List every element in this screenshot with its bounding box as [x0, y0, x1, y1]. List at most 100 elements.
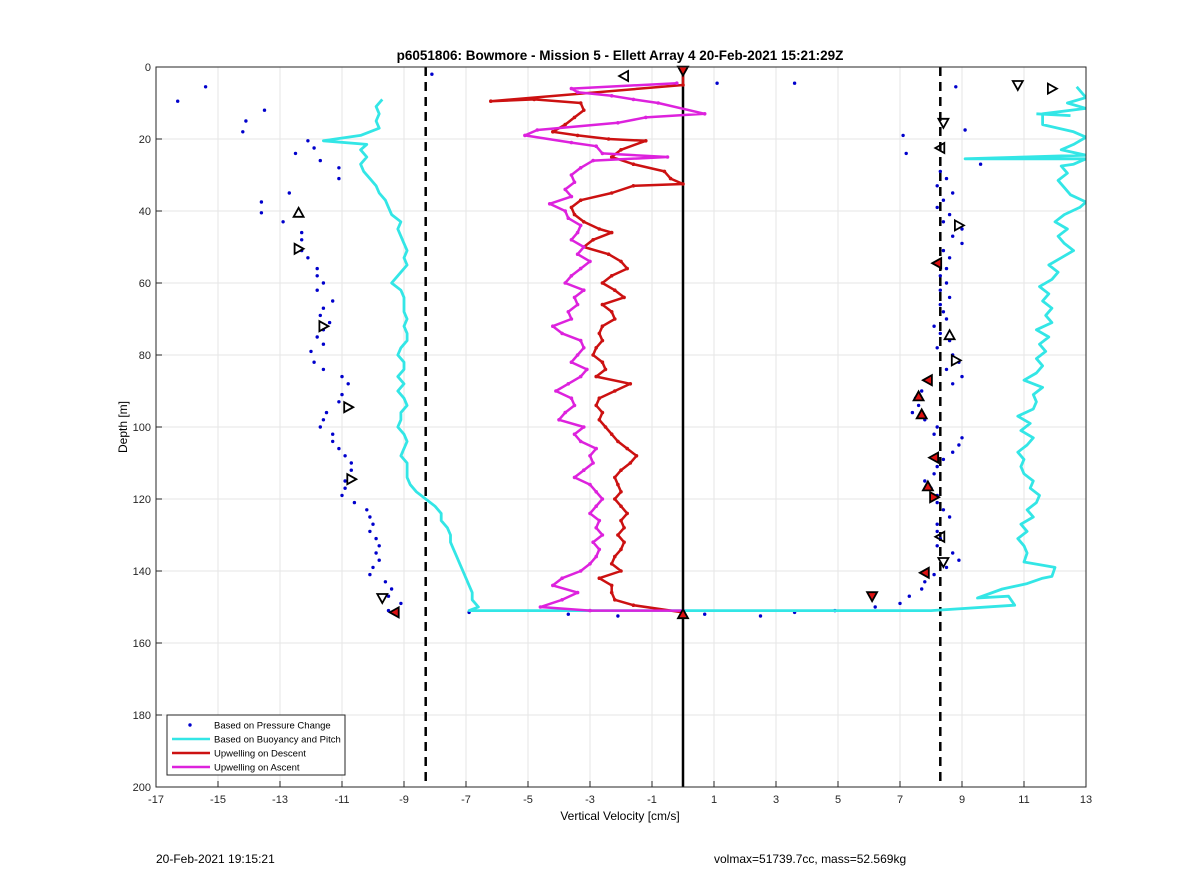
y-tick-label: 0: [145, 62, 151, 74]
pressure-change-point: [935, 522, 939, 526]
descent-upwelling-point: [578, 198, 583, 202]
descent-upwelling-point: [609, 562, 614, 566]
y-tick-label: 60: [139, 278, 151, 290]
pressure-change-point: [960, 436, 964, 440]
ascent-upwelling-point: [644, 115, 648, 120]
pressure-change-point: [935, 346, 939, 350]
pressure-change-point: [935, 205, 939, 210]
pressure-change-point: [944, 281, 949, 285]
descent-upwelling-point: [582, 108, 586, 112]
pressure-change-point: [349, 468, 353, 472]
descent-upwelling-point: [662, 169, 667, 174]
pressure-change-point: [616, 614, 620, 618]
ascent-upwelling-point: [702, 112, 707, 116]
y-tick-label: 120: [133, 494, 151, 506]
pressure-change-point: [374, 536, 378, 541]
ascent-upwelling-point: [600, 151, 605, 156]
pressure-change-point: [944, 367, 949, 372]
descent-upwelling-point: [619, 504, 623, 509]
ascent-upwelling-point: [582, 425, 586, 429]
pressure-change-point: [947, 515, 952, 519]
x-tick-label: 1: [711, 794, 717, 806]
pressure-change-point: [244, 119, 248, 123]
descent-upwelling-point: [619, 547, 623, 552]
pressure-change-point: [321, 342, 326, 346]
descent-upwelling-point: [591, 353, 595, 357]
y-tick-label: 140: [133, 566, 151, 578]
descent-upwelling-point: [613, 554, 617, 559]
descent-upwelling-point: [594, 346, 598, 350]
ascent-upwelling-point: [551, 583, 555, 588]
footer-timestamp: 20-Feb-2021 19:15:21: [156, 852, 275, 866]
x-tick-label: 9: [959, 794, 965, 806]
descent-upwelling-point: [600, 360, 605, 365]
descent-upwelling-point: [578, 101, 583, 105]
x-tick-label: -5: [523, 794, 533, 806]
x-tick-label: 5: [835, 794, 841, 806]
pressure-change-point: [923, 580, 927, 584]
descent-upwelling-point: [606, 137, 611, 141]
descent-upwelling-point: [594, 403, 598, 408]
triangle-markers: [292, 65, 1059, 620]
y-tick-label: 180: [133, 710, 151, 722]
ascent-upwelling-point: [560, 331, 564, 336]
pressure-change-point: [758, 614, 763, 618]
descent-upwelling-point: [600, 338, 605, 343]
ascent-upwelling-point: [572, 403, 577, 408]
pressure-change-point: [920, 587, 924, 591]
descent-upwelling-point: [569, 205, 574, 210]
open-triangle-marker: [1047, 82, 1059, 96]
legend-label: Based on Buoyancy and Pitch: [214, 735, 341, 746]
descent-upwelling-point: [616, 533, 620, 537]
legend-swatch-dot: [188, 723, 192, 727]
descent-upwelling-point: [616, 439, 620, 444]
pressure-change-point: [383, 580, 388, 584]
pressure-change-point: [978, 162, 983, 166]
pressure-change-point: [898, 601, 902, 606]
filled-triangle-marker: [912, 389, 926, 402]
filled-triangle-marker: [387, 605, 400, 619]
descent-upwelling-point: [551, 130, 555, 134]
ascent-upwelling-point: [575, 252, 580, 256]
descent-upwelling-point: [609, 230, 614, 235]
pressure-change-point: [321, 367, 326, 372]
x-tick-label: -9: [399, 794, 409, 806]
pressure-change-point: [951, 234, 955, 238]
descent-upwelling-point: [609, 274, 614, 278]
pressure-change-point: [343, 486, 347, 490]
ascent-upwelling-point: [572, 180, 577, 184]
pressure-change-point: [960, 374, 964, 379]
ascent-upwelling-point: [588, 454, 592, 458]
descent-upwelling-point: [619, 148, 623, 152]
ascent-upwelling-point: [551, 324, 555, 329]
filled-triangle-marker: [676, 607, 690, 620]
pressure-change-point: [315, 288, 319, 292]
descent-upwelling-point: [625, 266, 629, 271]
pressure-change-point: [306, 139, 310, 143]
descent-upwelling-point: [600, 281, 605, 285]
descent-upwelling-point: [597, 331, 602, 336]
ascent-upwelling-point: [656, 101, 660, 105]
ascent-upwelling-point: [578, 374, 583, 379]
open-triangle-marker: [318, 319, 331, 333]
pressure-change-point: [941, 198, 946, 202]
ascent-upwelling-point: [585, 367, 589, 372]
filled-triangle-marker: [927, 451, 939, 465]
ascent-upwelling-point: [597, 518, 602, 523]
ascent-upwelling-point: [588, 482, 592, 487]
open-triangle-marker: [1011, 80, 1025, 92]
pressure-change-point: [340, 374, 344, 379]
x-tick-label: 7: [897, 794, 903, 806]
pressure-change-point: [368, 529, 372, 534]
descent-upwelling-point: [613, 288, 617, 293]
open-triangle-marker: [346, 472, 359, 486]
pressure-change-point: [287, 191, 291, 195]
descent-upwelling-point: [619, 569, 623, 573]
pressure-change-point: [318, 425, 322, 429]
pressure-change-point: [399, 601, 403, 606]
descent-upwelling-point: [609, 310, 614, 314]
ascent-upwelling-point: [578, 266, 583, 271]
ascent-upwelling-point: [594, 526, 598, 530]
legend-label: Upwelling on Descent: [214, 749, 306, 760]
